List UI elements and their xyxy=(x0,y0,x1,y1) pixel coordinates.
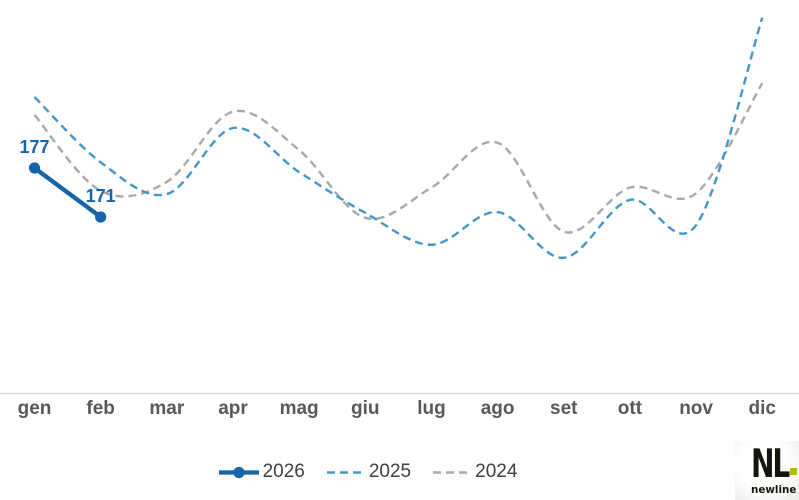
legend-item-2024[interactable]: 2024 xyxy=(432,461,517,483)
x-tick-label-set: set xyxy=(550,398,578,419)
legend-label-2025: 2025 xyxy=(368,461,412,482)
legend-item-2026[interactable]: 2026 xyxy=(218,461,305,483)
legend-marker-2026-icon xyxy=(218,466,259,478)
newline-logo: NL newline xyxy=(735,441,799,500)
logo-newline-text: newline xyxy=(751,483,797,496)
legend-item-2025[interactable]: 2025 xyxy=(326,461,411,483)
data-point-2026-feb xyxy=(95,211,107,223)
legend-label-2026: 2026 xyxy=(262,461,305,482)
x-tick-label-mag: mag xyxy=(280,398,319,419)
x-tick-label-ott: ott xyxy=(618,398,643,419)
legend-marker-2024-icon xyxy=(433,470,472,474)
logo-nl-text: NL xyxy=(751,442,790,487)
legend-marker-2025-icon xyxy=(326,470,365,474)
legend-label-2024: 2024 xyxy=(475,461,518,482)
x-tick-label-apr: apr xyxy=(218,398,248,419)
x-tick-label-feb: feb xyxy=(86,398,115,419)
x-tick-label-gen: gen xyxy=(18,398,52,419)
data-point-2026-gen xyxy=(28,162,41,174)
series-line-2025 xyxy=(33,17,764,260)
x-tick-label-mar: mar xyxy=(149,398,184,419)
x-tick-label-lug: lug xyxy=(417,398,446,419)
data-label-2026-feb: 171 xyxy=(86,186,116,206)
series-line-2024 xyxy=(33,82,764,234)
x-tick-label-giu: giu xyxy=(351,398,380,419)
logo-green-square-icon xyxy=(790,468,797,475)
x-tick-label-dic: dic xyxy=(749,398,777,419)
data-label-2026-gen: 177 xyxy=(19,137,49,157)
chart-legend: 2026 2025 2024 xyxy=(0,459,735,485)
x-tick-label-ago: ago xyxy=(481,398,515,419)
x-tick-label-nov: nov xyxy=(679,398,713,419)
